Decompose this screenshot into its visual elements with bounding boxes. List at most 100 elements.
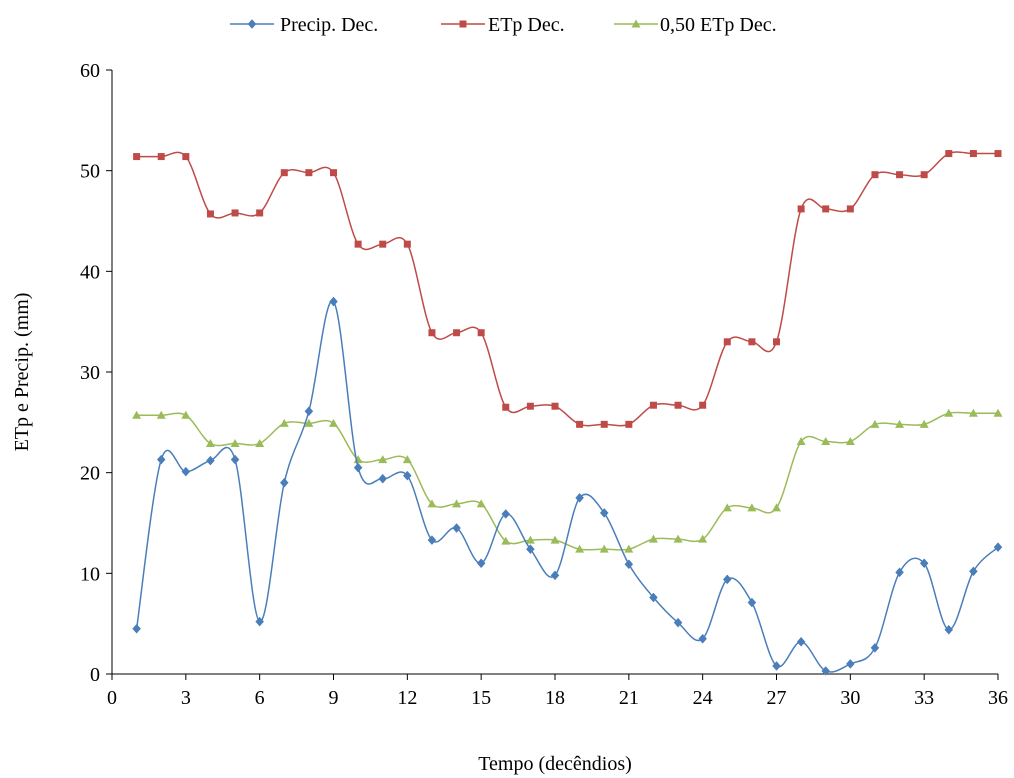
- data-point: [551, 402, 559, 410]
- x-tick-label: 12: [397, 687, 417, 709]
- legend-label: 0,50 ETp Dec.: [660, 14, 777, 36]
- series-line: [136, 151, 998, 427]
- data-point: [723, 338, 731, 346]
- data-point: [476, 499, 486, 508]
- data-point: [624, 544, 634, 553]
- data-point: [673, 534, 683, 543]
- data-point: [919, 558, 929, 569]
- data-point: [181, 466, 191, 477]
- data-point: [575, 492, 584, 503]
- y-tick-label: 20: [80, 463, 100, 485]
- data-point: [599, 508, 609, 518]
- data-point: [230, 438, 240, 447]
- y-ticks: 0 10 20 30 40 50 60: [80, 60, 112, 686]
- data-point: [599, 544, 609, 553]
- data-point: [353, 455, 363, 464]
- data-point: [895, 419, 905, 428]
- data-point: [378, 473, 388, 484]
- data-point: [747, 597, 757, 608]
- data-point: [722, 574, 732, 585]
- series-2: [132, 408, 1003, 553]
- data-point: [279, 418, 289, 427]
- data-point: [255, 616, 265, 627]
- data-point: [698, 534, 708, 543]
- legend: Precip. Dec. ETp Dec. 0,50 ETp Dec.: [230, 14, 777, 36]
- data-point: [156, 410, 166, 419]
- data-point: [575, 544, 585, 553]
- data-point: [280, 169, 288, 177]
- legend-label: Precip. Dec.: [280, 14, 378, 36]
- x-tick-label: 21: [619, 687, 639, 709]
- data-point: [895, 567, 904, 578]
- data-point: [772, 503, 781, 512]
- x-tick-label: 0: [107, 687, 117, 709]
- data-point: [747, 503, 757, 512]
- data-point: [871, 171, 879, 179]
- y-tick-label: 40: [80, 261, 100, 283]
- data-point: [256, 209, 264, 217]
- y-tick-label: 30: [80, 362, 100, 384]
- data-point: [452, 499, 462, 508]
- data-point: [822, 205, 830, 213]
- data-point: [206, 455, 215, 466]
- data-point: [698, 633, 708, 644]
- data-point: [526, 544, 535, 555]
- data-point: [896, 171, 904, 179]
- legend-item: ETp Dec.: [441, 14, 565, 36]
- y-tick-label: 0: [90, 664, 100, 686]
- data-point: [305, 169, 313, 177]
- data-point: [452, 523, 461, 533]
- legend-item: Precip. Dec.: [230, 14, 378, 36]
- y-tick-label: 60: [80, 60, 100, 82]
- data-point: [625, 420, 633, 428]
- x-tick-label: 36: [988, 687, 1008, 709]
- data-point: [944, 624, 954, 635]
- data-point: [230, 454, 240, 465]
- legend-marker: [247, 19, 257, 29]
- x-axis-title: Tempo (decêndios): [478, 753, 632, 775]
- data-point: [205, 438, 215, 447]
- data-point: [648, 534, 658, 543]
- data-point: [476, 558, 486, 569]
- data-point: [945, 150, 953, 158]
- data-point: [969, 566, 978, 577]
- data-point: [231, 209, 239, 217]
- x-tick-label: 9: [329, 687, 339, 709]
- data-point: [403, 240, 411, 248]
- y-axis-title: ETp e Precip. (mm): [11, 293, 33, 452]
- data-point: [502, 403, 510, 411]
- data-point: [994, 150, 1002, 158]
- data-point: [919, 419, 929, 428]
- series-line: [136, 411, 998, 551]
- data-point: [378, 455, 388, 464]
- data-point: [453, 329, 461, 337]
- data-point: [920, 171, 928, 179]
- data-point: [427, 499, 437, 508]
- data-point: [279, 477, 289, 488]
- x-tick-label: 15: [471, 687, 491, 709]
- legend-item: 0,50 ETp Dec.: [614, 14, 777, 36]
- data-point: [944, 408, 954, 417]
- legend-label: ETp Dec.: [488, 14, 565, 36]
- series-layer: [132, 150, 1003, 676]
- data-point: [501, 509, 511, 519]
- data-point: [156, 454, 166, 465]
- data-point: [845, 659, 855, 669]
- data-point: [304, 406, 314, 417]
- data-point: [379, 240, 387, 248]
- data-point: [870, 642, 880, 653]
- data-point: [649, 592, 658, 603]
- data-point: [624, 559, 634, 570]
- y-tick-label: 10: [80, 563, 100, 585]
- data-point: [845, 436, 855, 445]
- data-point: [969, 150, 977, 158]
- data-point: [255, 438, 265, 447]
- data-point: [526, 402, 534, 410]
- data-point: [772, 661, 781, 671]
- x-tick-label: 30: [840, 687, 860, 709]
- data-point: [304, 418, 314, 427]
- data-point: [402, 470, 412, 481]
- data-point: [797, 205, 805, 213]
